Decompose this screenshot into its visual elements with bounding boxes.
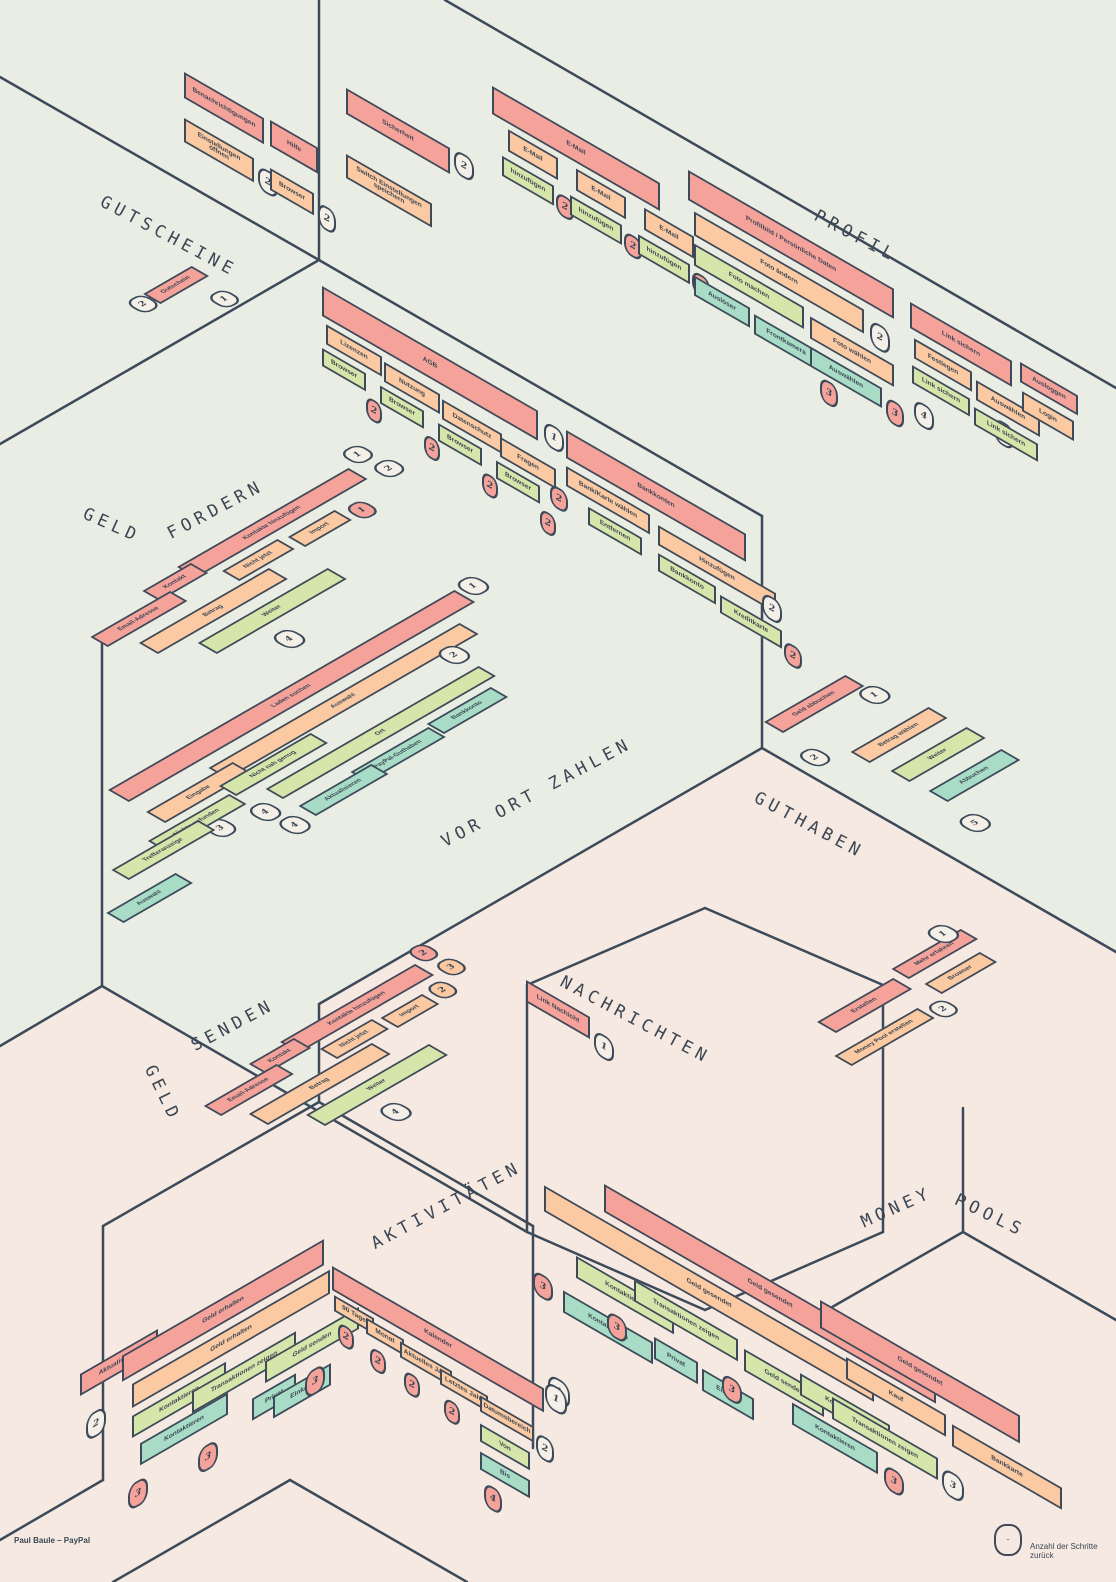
credit-text: Paul Baule – PayPal — [14, 1536, 91, 1545]
legend-step-badge-icon: - — [994, 1524, 1022, 1556]
legend-label: Anzahl der Schritte zurück — [1030, 1542, 1098, 1560]
